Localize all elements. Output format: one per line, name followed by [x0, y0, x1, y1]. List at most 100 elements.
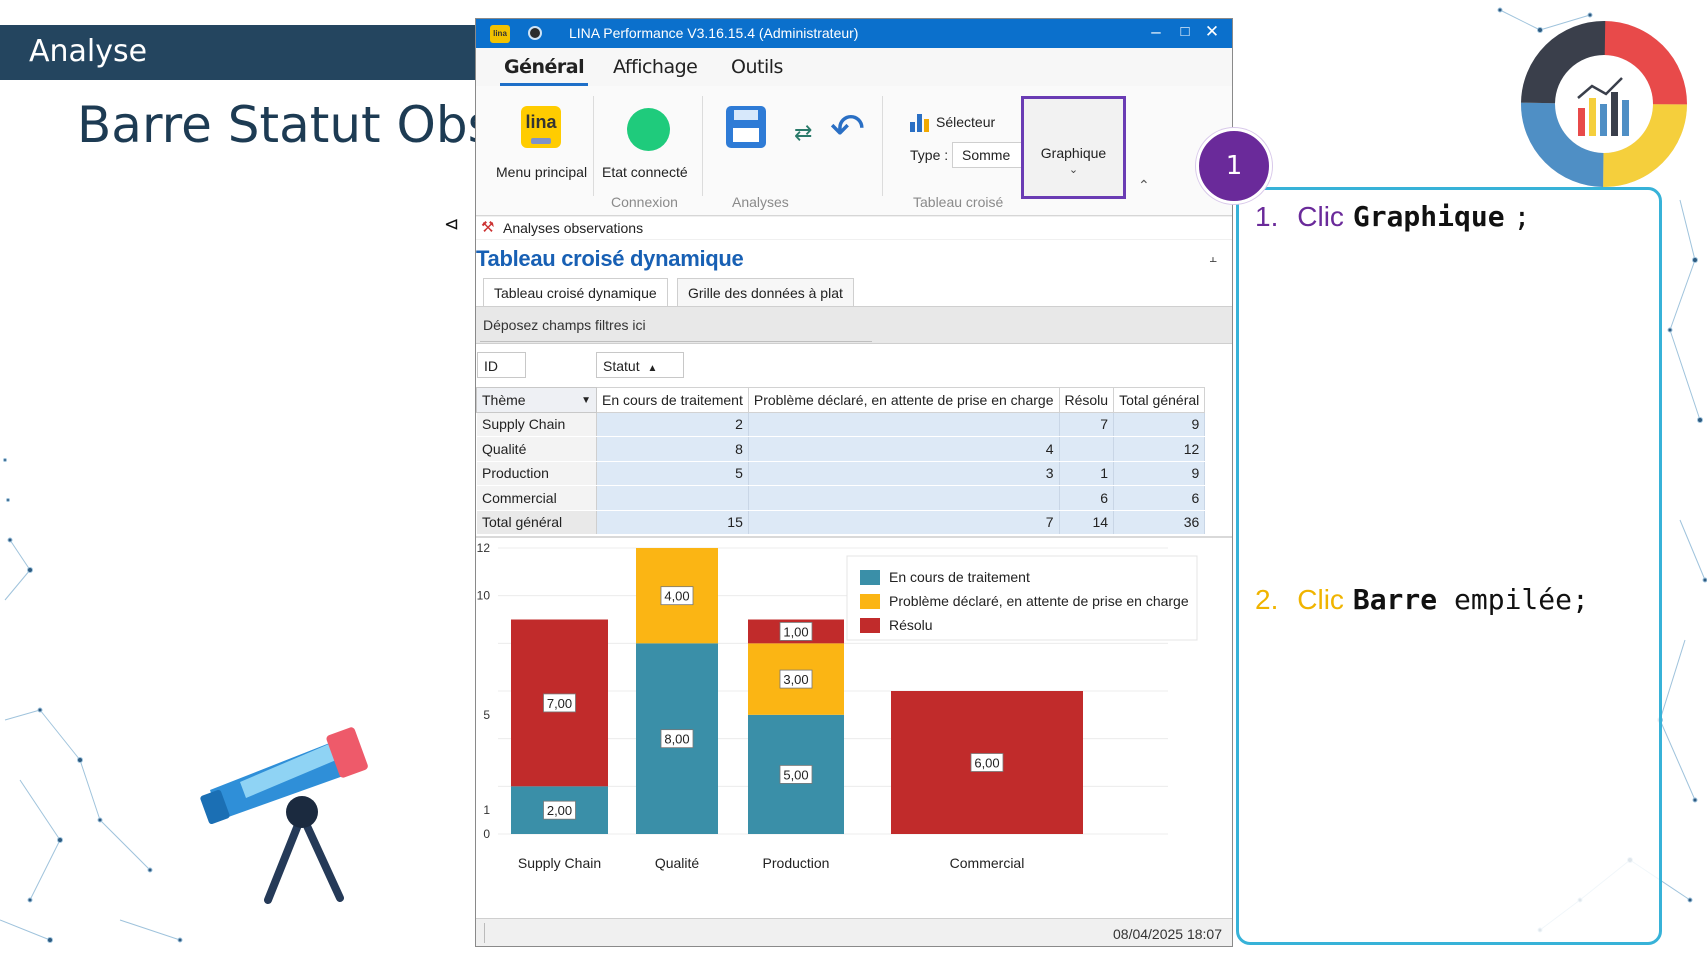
table-cell[interactable]: 8	[596, 436, 749, 462]
table-cell[interactable]: 36	[1113, 509, 1206, 535]
filter-drop-zone-label: Déposez champs filtres ici	[483, 317, 646, 333]
group-label-tableau-croise: Tableau croisé	[913, 194, 1004, 210]
step-target: Graphique	[1352, 200, 1505, 233]
step-verb: Clic	[1297, 584, 1344, 615]
lina-app-icon[interactable]: lina	[490, 25, 510, 43]
field-statut[interactable]: Statut ▲	[596, 352, 684, 378]
instructions-panel: 1. Clic Graphique ; 2. Clic Barre empilé…	[1236, 187, 1662, 945]
legend-entry: En cours de traitement	[889, 569, 1030, 585]
step-badge: 1	[1196, 128, 1272, 204]
section-banner: Analyse	[0, 25, 476, 80]
x-tick-label: Supply Chain	[518, 855, 601, 871]
chevron-down-icon: ⌄	[1068, 164, 1079, 176]
selecteur-button[interactable]: Sélecteur	[936, 114, 996, 130]
data-label: 5,00	[783, 767, 808, 782]
table-cell[interactable]	[1058, 436, 1115, 462]
tab-general[interactable]: Général	[499, 56, 589, 86]
table-cell[interactable]: 15	[596, 509, 749, 535]
tab-outils[interactable]: Outils	[731, 56, 783, 78]
table-cell[interactable]: 3	[747, 460, 1060, 486]
selector-icon[interactable]	[910, 114, 930, 132]
table-cell[interactable]: 9	[1113, 460, 1206, 486]
filter-drop-zone[interactable]: Déposez champs filtres ici	[476, 306, 1232, 344]
ribbon-tabs: Général Affichage Outils	[476, 48, 1232, 86]
graphique-button[interactable]: Graphique ⌄	[1021, 96, 1126, 199]
table-cell[interactable]: 7	[747, 509, 1060, 535]
table-cell[interactable]: 12	[1113, 436, 1206, 462]
table-cell[interactable]: 7	[1058, 411, 1115, 437]
data-label: 2,00	[547, 803, 572, 818]
table-cell[interactable]: 1	[1058, 460, 1115, 486]
collapse-ribbon-icon[interactable]: ⌃	[1138, 177, 1150, 193]
column-header[interactable]: En cours de traitement	[596, 387, 749, 413]
title-bar[interactable]: lina LINA Performance V3.16.15.4 (Admini…	[476, 19, 1232, 48]
dropdown-arrow-icon: ▼	[581, 394, 591, 406]
table-cell[interactable]: 6	[1058, 485, 1115, 511]
table-cell[interactable]	[596, 485, 749, 511]
data-label-box	[543, 800, 576, 820]
column-header[interactable]: Total général	[1113, 387, 1206, 413]
table-row: Qualité 8 4 12	[476, 436, 1206, 462]
y-tick-label: 0	[483, 827, 490, 841]
row-header[interactable]: Supply Chain	[476, 411, 597, 437]
tab-tableau-croise[interactable]: Tableau croisé dynamique	[483, 278, 668, 306]
table-cell[interactable]: 5	[596, 460, 749, 486]
step-end: ;	[1513, 200, 1531, 233]
column-header[interactable]: Problème déclaré, en attente de prise en…	[747, 387, 1060, 413]
row-header[interactable]: Production	[476, 460, 597, 486]
tab-grille-donnees[interactable]: Grille des données à plat	[677, 278, 854, 306]
field-theme[interactable]: Thème ▼	[476, 387, 597, 413]
page-title: Tableau croisé dynamique	[476, 246, 744, 271]
graphique-label: Graphique	[1040, 145, 1107, 161]
content-area: Tableau croisé dynamique ⫠ Tableau crois…	[476, 240, 1232, 946]
data-label: 1,00	[783, 624, 808, 639]
row-header[interactable]: Total général	[476, 509, 597, 535]
row-header[interactable]: Qualité	[476, 436, 597, 462]
save-analysis-icon[interactable]	[726, 106, 766, 148]
pin-icon[interactable]: ⫠	[1209, 250, 1217, 265]
table-row-total: Total général 15 7 14 36	[476, 509, 1206, 535]
column-header[interactable]: Résolu	[1058, 387, 1115, 413]
data-label-box	[543, 693, 576, 713]
legend-swatch	[860, 570, 880, 585]
document-tab-analyses[interactable]: Analyses observations	[503, 220, 644, 236]
undo-icon[interactable]: ↶	[830, 105, 866, 152]
step-verb: Clic	[1297, 201, 1344, 232]
close-icon[interactable]: ✕	[1204, 22, 1220, 41]
x-tick-label: Commercial	[950, 855, 1025, 871]
donut-chart-logo	[1521, 21, 1687, 187]
menu-principal-button[interactable]: lina Menu principal	[486, 94, 587, 184]
app-window: lina LINA Performance V3.16.15.4 (Admini…	[475, 18, 1233, 947]
data-label-box	[779, 669, 813, 689]
table-cell[interactable]: 9	[1113, 411, 1206, 437]
group-label-connexion: Connexion	[611, 194, 678, 210]
table-cell[interactable]	[747, 411, 1060, 437]
tab-affichage[interactable]: Affichage	[613, 56, 698, 78]
table-cell[interactable]	[747, 485, 1060, 511]
data-label-box	[660, 729, 694, 749]
x-tick-label: Qualité	[655, 855, 700, 871]
table-cell[interactable]: 14	[1058, 509, 1115, 535]
etat-connecte-button[interactable]: Etat connecté	[594, 94, 694, 184]
table-row: Supply Chain 2 7 9	[476, 411, 1206, 437]
data-label: 4,00	[664, 589, 689, 604]
group-label-analyses: Analyses	[732, 194, 789, 210]
stacked-bar-chart: 0 1 5 10 12 2,00 7,00 Supply Chain 8,00 4,00 Quali…	[477, 541, 1198, 871]
table-row: Commercial 6 6	[476, 485, 1206, 511]
y-tick-label: 5	[483, 708, 490, 722]
table-cell[interactable]: 4	[747, 436, 1060, 462]
table-cell[interactable]: 2	[596, 411, 749, 437]
location-pin-icon[interactable]	[528, 26, 542, 40]
maximize-icon[interactable]: □	[1180, 23, 1190, 40]
section-label: Analyse	[29, 34, 148, 69]
status-bar: 08/04/2025 18:07	[476, 918, 1232, 946]
field-statut-label: Statut	[603, 358, 640, 374]
field-id[interactable]: ID	[477, 352, 526, 378]
data-label: 6,00	[974, 756, 999, 771]
table-cell[interactable]: 6	[1113, 485, 1206, 511]
refresh-icon[interactable]: ⇄	[794, 120, 813, 145]
mouse-cursor: ⊲	[444, 214, 460, 234]
row-header[interactable]: Commercial	[476, 485, 597, 511]
minimize-icon[interactable]: –	[1151, 22, 1161, 41]
type-label: Type :	[910, 147, 949, 163]
